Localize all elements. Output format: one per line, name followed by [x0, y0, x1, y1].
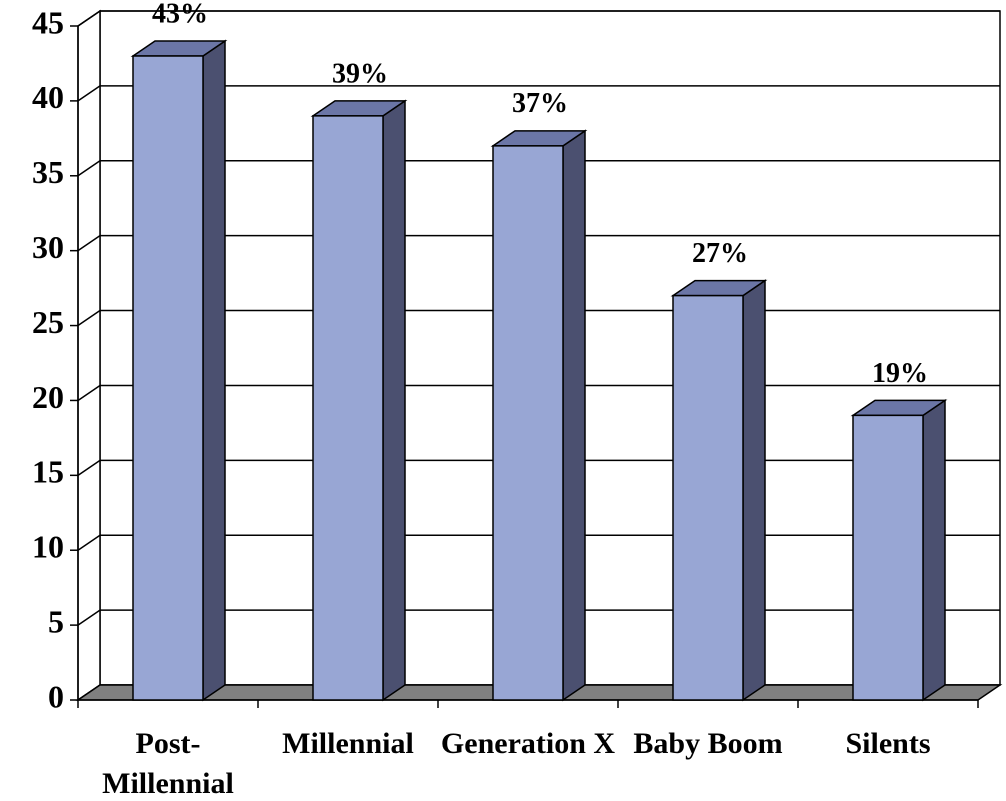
value-label: 39%: [332, 58, 388, 89]
value-label: 27%: [692, 238, 748, 269]
x-tick-label: Millennial: [282, 727, 414, 760]
bar: [850, 399, 948, 702]
y-tick-label: 25: [32, 304, 64, 340]
bar-side: [562, 129, 586, 702]
bar-side: [922, 399, 946, 702]
bar-side: [202, 39, 226, 702]
x-tick-label: Silents: [845, 727, 931, 760]
bar-side: [382, 99, 406, 702]
bar-front: [672, 294, 744, 701]
bar: [130, 39, 228, 702]
grid-line: [77, 160, 1000, 177]
x-tick-label: Generation X: [440, 727, 616, 760]
y-tick-label: 20: [32, 379, 64, 415]
value-label: 19%: [872, 358, 928, 389]
value-label: 37%: [512, 88, 568, 119]
y-tick-label: 15: [32, 454, 64, 490]
grid-line: [77, 85, 1000, 102]
y-tick-label: 40: [32, 79, 64, 115]
bar-front: [312, 115, 384, 701]
y-tick-label: 0: [48, 678, 64, 714]
bar: [490, 129, 588, 702]
y-tick-label: 5: [48, 603, 64, 639]
grid-line: [77, 10, 1000, 27]
grid-line: [77, 234, 1000, 252]
y-tick-label: 30: [32, 229, 64, 265]
bar-front: [492, 145, 564, 701]
bar-front: [852, 414, 924, 701]
value-label: 43%: [152, 0, 208, 29]
y-tick-label: 35: [32, 154, 64, 190]
bar-front: [132, 55, 204, 701]
bar: [310, 99, 408, 702]
y-tick-label: 10: [32, 529, 64, 565]
bar-side: [742, 279, 766, 702]
bar: [670, 279, 768, 702]
y-tick-label: 45: [32, 4, 64, 40]
x-tick-label: Baby Boom: [633, 727, 783, 760]
x-tick-label: Post-Millennial: [102, 727, 234, 800]
side-wall: [77, 9, 101, 702]
